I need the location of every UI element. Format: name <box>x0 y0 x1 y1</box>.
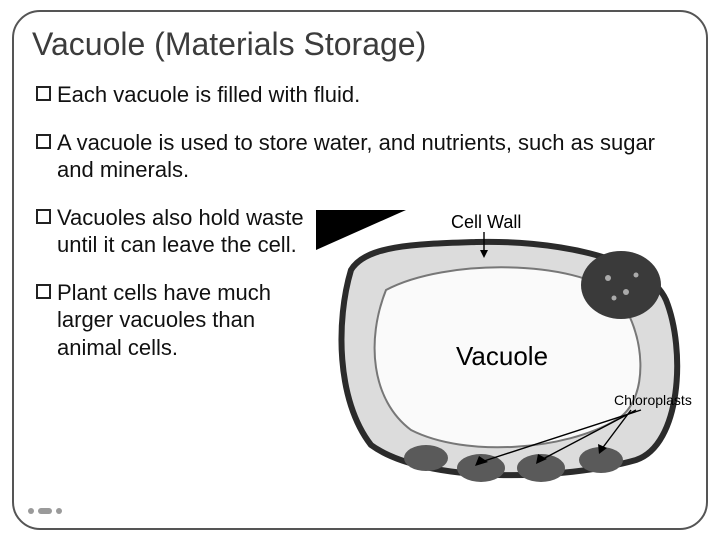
chloroplast-shape <box>404 445 448 471</box>
square-bullet-icon <box>36 209 51 224</box>
corner-decoration <box>316 210 406 250</box>
pager-dot-icon <box>56 508 62 514</box>
nucleus-speckle <box>623 289 629 295</box>
bullet-item: A vacuole is used to store water, and nu… <box>36 129 692 184</box>
square-bullet-icon <box>36 86 51 101</box>
bullet-text: A vacuole is used to store water, and nu… <box>57 129 692 184</box>
nucleus-shape <box>581 251 661 319</box>
slide-title: Vacuole (Materials Storage) <box>32 26 692 63</box>
pager-bar-icon <box>38 508 52 514</box>
cell-diagram-svg: Cell Wall Vacuole Chloroplasts <box>316 210 696 490</box>
nucleus-speckle <box>612 296 617 301</box>
pager-dot-icon <box>28 508 34 514</box>
bullet-text: Vacuoles also hold waste until it can le… <box>57 204 317 259</box>
square-bullet-icon <box>36 284 51 299</box>
slide: Vacuole (Materials Storage) Each vacuole… <box>0 0 720 540</box>
square-bullet-icon <box>36 134 51 149</box>
vacuole-label: Vacuole <box>456 341 548 371</box>
bullet-item: Each vacuole is filled with fluid. <box>36 81 692 109</box>
bullet-text: Each vacuole is filled with fluid. <box>57 81 692 109</box>
cell-diagram: Cell Wall Vacuole Chloroplasts <box>316 210 696 490</box>
cellwall-label: Cell Wall <box>451 212 521 232</box>
nucleus-speckle <box>634 273 639 278</box>
nucleus-speckle <box>605 275 611 281</box>
chloroplasts-label: Chloroplasts <box>614 392 692 408</box>
slide-pager <box>28 508 62 514</box>
bullet-text: Plant cells have much larger vacuoles th… <box>57 279 317 362</box>
